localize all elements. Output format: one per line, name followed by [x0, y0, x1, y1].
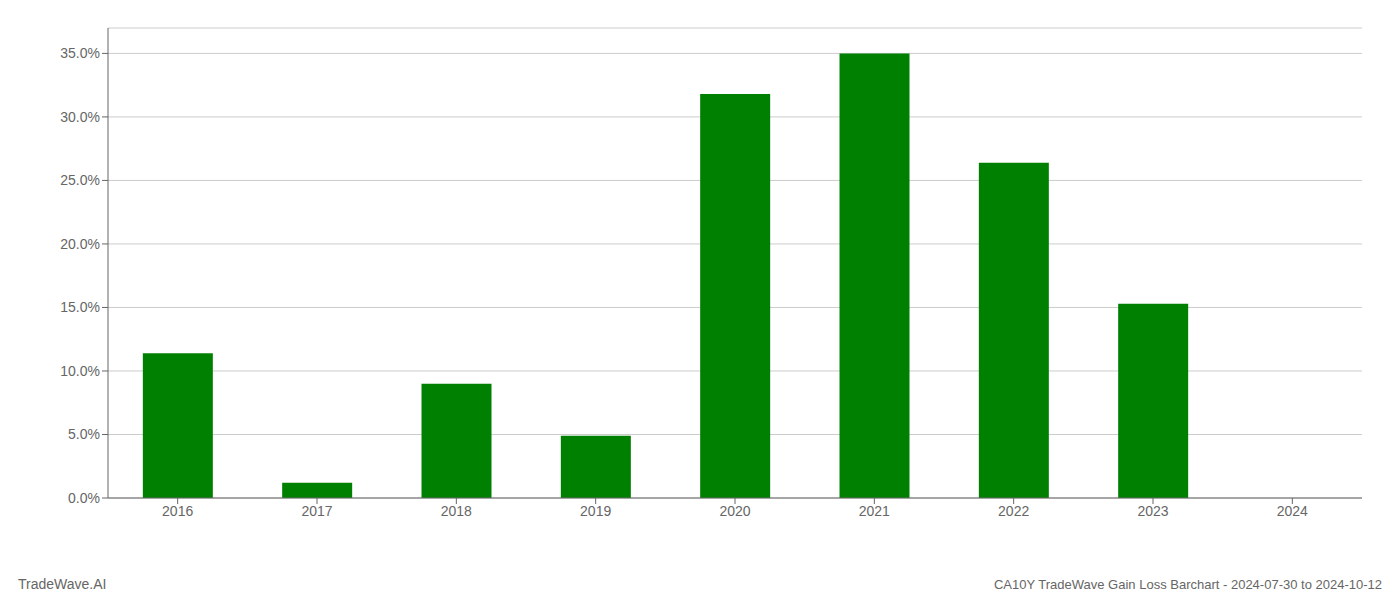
html-text:TradeWave.AI: TradeWave.AI [18, 576, 107, 592]
svg-text:30.0%: 30.0% [60, 109, 100, 125]
svg-text:2024: 2024 [1277, 503, 1308, 519]
svg-text:2021: 2021 [859, 503, 890, 519]
svg-text:2022: 2022 [998, 503, 1029, 519]
svg-text:2018: 2018 [441, 503, 472, 519]
svg-text:10.0%: 10.0% [60, 363, 100, 379]
html-text:CA10Y TradeWave Gain Loss Barc: CA10Y TradeWave Gain Loss Barchart - 202… [993, 577, 1382, 592]
svg-text:15.0%: 15.0% [60, 299, 100, 315]
svg-text:20.0%: 20.0% [60, 236, 100, 252]
svg-text:35.0%: 35.0% [60, 45, 100, 61]
svg-text:2017: 2017 [301, 503, 332, 519]
svg-text:2016: 2016 [162, 503, 193, 519]
svg-text:2020: 2020 [719, 503, 750, 519]
svg-text:2023: 2023 [1137, 503, 1168, 519]
svg-text:2019: 2019 [580, 503, 611, 519]
svg-text:0.0%: 0.0% [68, 490, 100, 506]
svg-text:25.0%: 25.0% [60, 172, 100, 188]
svg-text:5.0%: 5.0% [68, 426, 100, 442]
